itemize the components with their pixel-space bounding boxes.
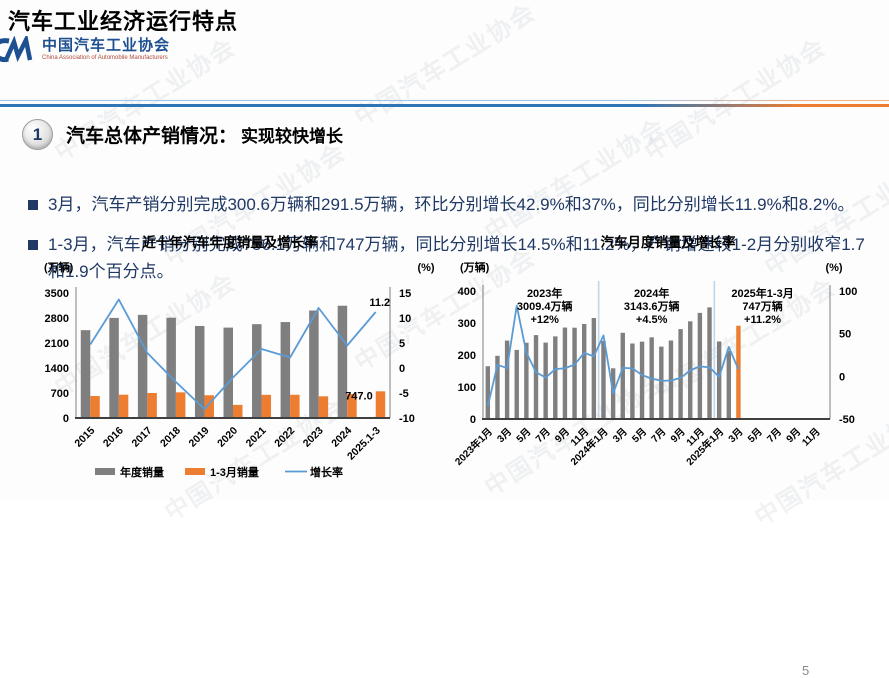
page-title: 汽车工业经济运行特点 — [8, 9, 239, 34]
svg-text:747.0: 747.0 — [345, 390, 373, 402]
svg-text:2100: 2100 — [45, 338, 69, 350]
section-header: 1 汽车总体产销情况： 实现较快增长 — [22, 119, 889, 150]
svg-text:2800: 2800 — [45, 313, 69, 325]
monthly-sales-chart: 汽车月度销量及增长率 (万辆) (%) 0 100 200 300 400 -50 0 50 100 2… — [452, 234, 857, 468]
svg-text:15: 15 — [399, 288, 411, 300]
svg-text:近十年汽车年度销量及增长率: 近十年汽车年度销量及增长率 — [142, 234, 318, 250]
svg-text:2025年1-3月: 2025年1-3月 — [731, 286, 793, 300]
bullet-march-text: 3月，汽车产销分别完成300.6万辆和291.5万辆，环比分别增长42.9%和3… — [48, 195, 855, 214]
svg-text:7月: 7月 — [533, 426, 552, 445]
svg-text:3月: 3月 — [610, 426, 629, 445]
svg-text:300: 300 — [458, 318, 476, 330]
svg-text:2015: 2015 — [72, 425, 97, 450]
svg-text:3500: 3500 — [45, 288, 69, 300]
bullet-list: 3月，汽车产销分别完成300.6万辆和291.5万辆，环比分别增长42.9%和3… — [28, 192, 870, 285]
svg-text:(万辆): (万辆) — [460, 260, 490, 274]
svg-text:-10: -10 — [399, 413, 415, 425]
section-number-badge: 1 — [22, 119, 53, 150]
svg-text:50: 50 — [839, 329, 851, 341]
svg-text:3143.6万辆: 3143.6万辆 — [624, 299, 680, 313]
svg-text:747万辆: 747万辆 — [742, 299, 782, 313]
svg-text:-5: -5 — [399, 388, 409, 400]
svg-text:700: 700 — [51, 388, 69, 400]
svg-text:100: 100 — [839, 286, 857, 298]
svg-text:2017: 2017 — [129, 425, 154, 450]
svg-text:400: 400 — [458, 286, 476, 298]
logo-name-cn: 中国汽车工业协会 — [42, 37, 171, 55]
caam-logo-icon — [0, 36, 33, 63]
bullet-marker-icon — [28, 200, 38, 210]
svg-text:1-3月销量: 1-3月销量 — [210, 465, 259, 479]
svg-text:2022: 2022 — [272, 425, 297, 450]
svg-text:5月: 5月 — [745, 426, 764, 445]
svg-text:7月: 7月 — [765, 426, 784, 445]
svg-text:100: 100 — [458, 382, 476, 394]
svg-text:汽车月度销量及增长率: 汽车月度销量及增长率 — [601, 234, 736, 250]
svg-text:年度销量: 年度销量 — [120, 465, 164, 479]
bullet-q1: 1-3月，汽车产销分别完成756.1万辆和747万辆，同比分别增长14.5%和1… — [28, 232, 870, 285]
svg-text:0: 0 — [399, 363, 405, 375]
svg-text:+11.2%: +11.2% — [744, 314, 781, 326]
svg-text:7月: 7月 — [649, 426, 668, 445]
bullet-march: 3月，汽车产销分别完成300.6万辆和291.5万辆，环比分别增长42.9%和3… — [28, 192, 870, 218]
svg-text:+12%: +12% — [530, 314, 559, 326]
svg-text:2018: 2018 — [158, 425, 183, 450]
header-divider — [0, 104, 889, 107]
svg-text:2023年: 2023年 — [527, 286, 562, 300]
svg-text:5月: 5月 — [630, 426, 649, 445]
svg-text:3月: 3月 — [495, 426, 514, 445]
svg-text:-50: -50 — [839, 414, 855, 426]
caam-logo: 中国汽车工业协会 China Association of Automobile… — [0, 36, 881, 64]
annual-sales-chart: 近十年汽车年度销量及增长率 (万辆) (%) 0 700 1400 2100 2800 3500… — [44, 234, 435, 479]
logo-name-en: China Association of Automobile Manufact… — [42, 54, 168, 61]
svg-text:2024年: 2024年 — [634, 286, 669, 300]
svg-text:(%): (%) — [417, 262, 434, 274]
svg-text:0: 0 — [839, 371, 845, 383]
svg-text:11月: 11月 — [800, 426, 823, 449]
svg-text:增长率: 增长率 — [310, 465, 343, 479]
svg-text:2023: 2023 — [301, 425, 326, 450]
section-number: 1 — [32, 124, 43, 144]
bullet-q1-text: 1-3月，汽车产销分别完成756.1万辆和747万辆，同比分别增长14.5%和1… — [48, 235, 865, 281]
svg-text:3009.4万辆: 3009.4万辆 — [517, 299, 573, 313]
svg-text:+4.5%: +4.5% — [636, 314, 668, 326]
svg-text:2020: 2020 — [215, 425, 240, 450]
section-subtitle: 实现较快增长 — [241, 127, 344, 146]
svg-text:2021: 2021 — [244, 425, 269, 450]
svg-text:0: 0 — [63, 413, 69, 425]
svg-text:2016: 2016 — [101, 425, 126, 450]
svg-text:11.2: 11.2 — [369, 297, 390, 309]
svg-text:200: 200 — [458, 350, 476, 362]
svg-text:3月: 3月 — [726, 426, 745, 445]
svg-text:2023年1月: 2023年1月 — [452, 425, 495, 468]
page-number: 5 — [802, 663, 810, 678]
svg-text:1400: 1400 — [45, 363, 69, 375]
svg-text:5: 5 — [399, 338, 405, 350]
svg-text:(万辆): (万辆) — [44, 260, 74, 274]
bullet-marker-icon — [28, 240, 38, 251]
svg-text:5月: 5月 — [514, 426, 533, 445]
section-title: 汽车总体产销情况： — [66, 126, 238, 147]
svg-text:2019: 2019 — [187, 425, 212, 450]
header-divider-thin — [0, 100, 889, 101]
svg-text:10: 10 — [399, 313, 411, 325]
svg-text:0: 0 — [470, 414, 476, 426]
svg-text:(%): (%) — [825, 262, 842, 274]
svg-text:2024: 2024 — [329, 425, 354, 450]
